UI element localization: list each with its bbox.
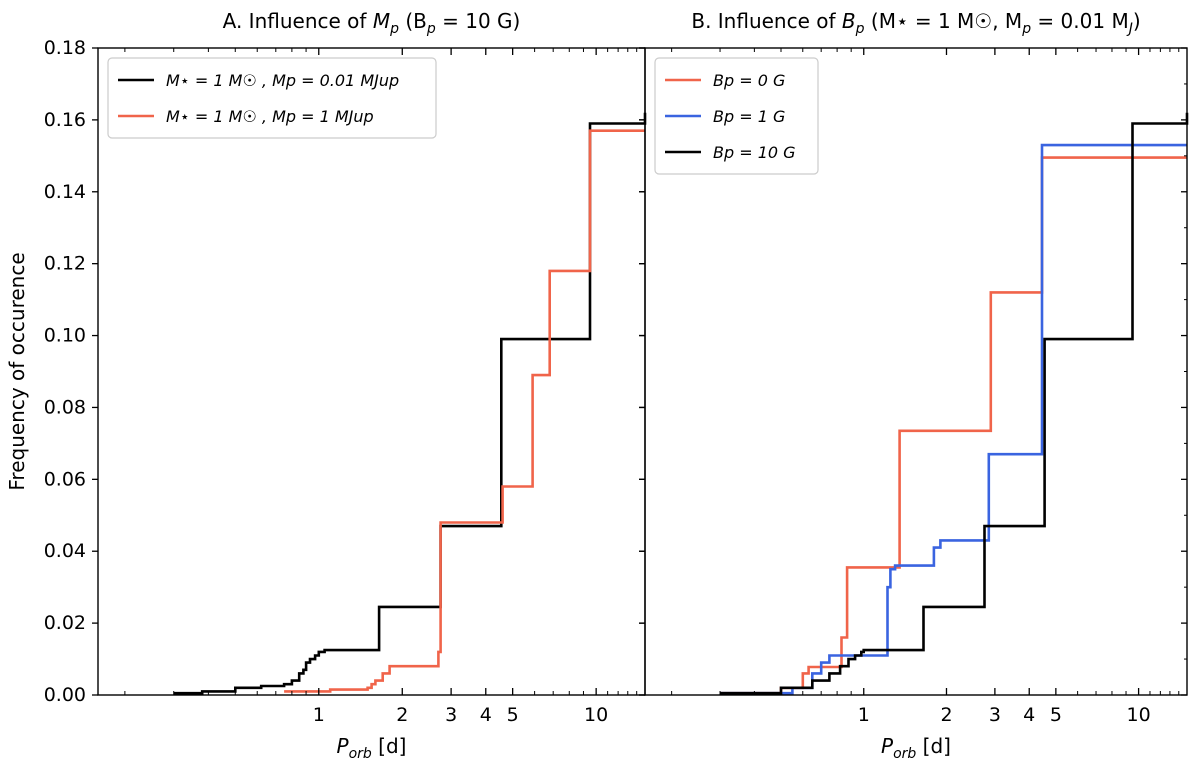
panel-b: 1 2 3 4 5 10 B. Influence of Bp (M⋆ = 1 M☉, Mp… — [639, 9, 1189, 762]
x-tick-label: 3 — [989, 704, 1001, 726]
x-tick-label: 3 — [445, 704, 457, 726]
legend-label-2: Bp = 10 G — [713, 143, 796, 162]
x-tick-label: 2 — [940, 704, 952, 726]
x-tick-label: 1 — [858, 704, 870, 726]
legend: M⋆ = 1 M☉ , Mp = 0.01 MJup M⋆ = 1 M☉ , Mp… — [107, 57, 437, 139]
y-tick-label: 0.14 — [44, 181, 86, 203]
legend-label-0: Bp = 0 G — [713, 71, 785, 90]
x-axis-label: Porb [d] — [881, 734, 951, 762]
x-tick-label: 1 — [313, 704, 325, 726]
x-tick-label: 5 — [1050, 704, 1062, 726]
y-tick-label: 0.08 — [44, 396, 86, 418]
y-tick-label: 0.00 — [44, 684, 86, 706]
y-tick-label: 0.10 — [44, 325, 86, 347]
series-line-2 — [720, 112, 1189, 695]
series-line-0 — [173, 112, 647, 695]
x-tick-label: 2 — [396, 704, 408, 726]
y-tick-label: 0.04 — [44, 540, 86, 562]
series-line-1 — [284, 129, 645, 693]
y-tick-label: 0.16 — [44, 109, 86, 131]
legend-box — [654, 57, 819, 175]
y-tick-label: 0.18 — [44, 37, 86, 59]
legend-label-1: M⋆ = 1 M☉ , Mp = 1 MJup — [166, 107, 374, 126]
x-tick-label: 10 — [584, 704, 608, 726]
y-tick-label: 0.06 — [44, 468, 86, 490]
legend: Bp = 0 G Bp = 1 G Bp = 10 G — [654, 57, 819, 175]
series-line-0 — [720, 156, 1187, 695]
panel-a: 0.00 0.02 0.04 0.06 0.08 0.10 0.12 0.14 0.16 0.18… — [5, 9, 647, 762]
series-line-1 — [720, 143, 1187, 695]
y-tick-label: 0.12 — [44, 253, 86, 275]
y-axis-label: Frequency of occurence — [5, 252, 29, 490]
legend-label-0: M⋆ = 1 M☉ , Mp = 0.01 MJup — [166, 71, 399, 90]
y-tick-label: 0.02 — [44, 612, 86, 634]
x-tick-label: 5 — [507, 704, 519, 726]
x-tick-label: 4 — [1023, 704, 1035, 726]
chart-title: B. Influence of Bp (M⋆ = 1 M☉, Mp = 0.01… — [691, 9, 1140, 37]
x-axis-label: Porb [d] — [337, 734, 407, 762]
x-tick-label: 4 — [480, 704, 492, 726]
legend-box — [107, 57, 437, 139]
plot-frame — [97, 47, 646, 696]
x-tick-label: 10 — [1127, 704, 1151, 726]
chart-title: A. Influence of Mp (Bp = 10 G) — [223, 9, 521, 37]
legend-label-1: Bp = 1 G — [713, 107, 785, 126]
